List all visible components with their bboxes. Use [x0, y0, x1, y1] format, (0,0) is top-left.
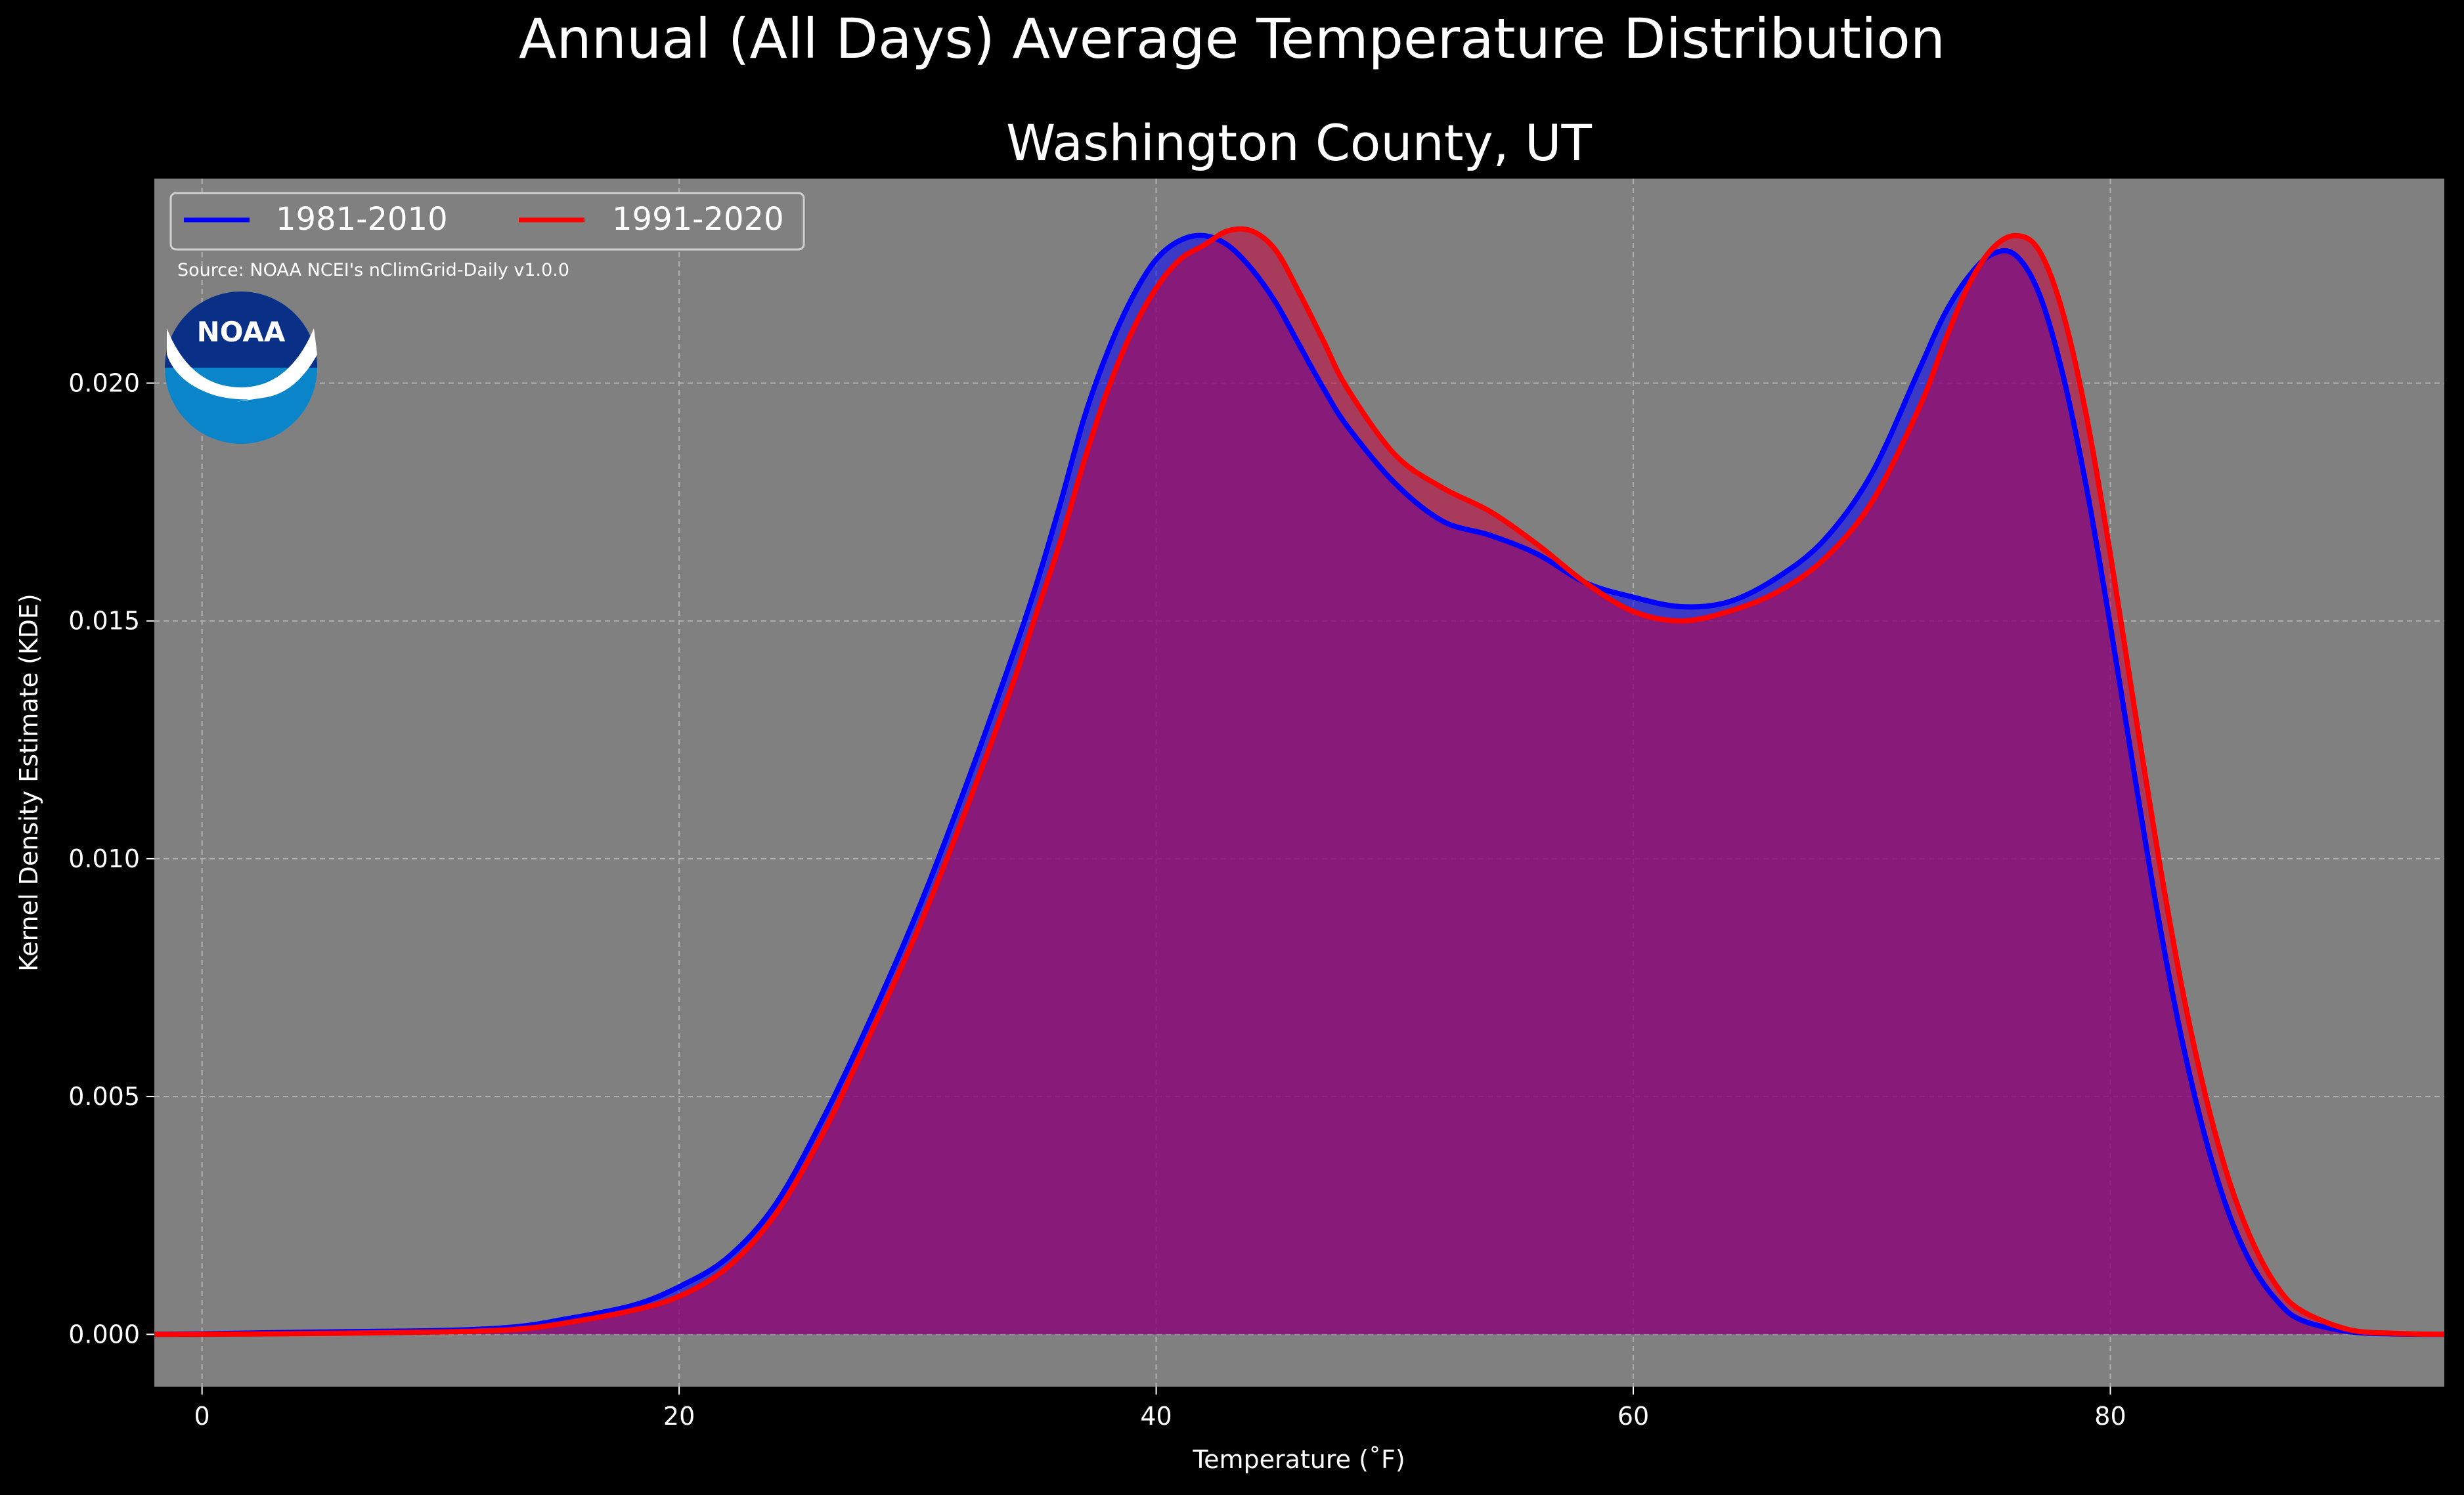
y-tick-label: 0.015 — [68, 607, 140, 636]
legend-label-1981-2010: 1981-2010 — [276, 201, 448, 238]
series-line-1991-2020 — [154, 226, 2445, 1337]
x-tick-label: 60 — [1617, 1402, 1649, 1431]
chart-subtitle: Washington County, UT — [1006, 114, 1592, 172]
y-tick-label: 0.010 — [68, 844, 140, 873]
x-axis-label: Temperature (˚F) — [1192, 1445, 1405, 1474]
logo-bird-icon — [167, 328, 317, 402]
y-tick-label: 0.005 — [68, 1082, 140, 1111]
x-tick-label: 80 — [2094, 1402, 2126, 1431]
source-note: Source: NOAA NCEI's nClimGrid-Daily v1.0… — [177, 260, 569, 280]
logo-text: NOAA — [197, 316, 286, 348]
chart-title: Annual (All Days) Average Temperature Di… — [519, 7, 1945, 71]
legend-label-1991-2020: 1991-2020 — [612, 201, 784, 238]
noaa-logo: NOAA — [165, 292, 317, 444]
logo-upper-half — [165, 292, 317, 368]
x-tick-label: 20 — [663, 1402, 695, 1431]
x-tick-label: 0 — [194, 1402, 210, 1431]
y-axis-label: Kernel Density Estimate (KDE) — [14, 594, 43, 972]
series-lines — [154, 226, 2445, 1337]
x-tick-label: 40 — [1140, 1402, 1172, 1431]
y-tick-label: 0.020 — [68, 368, 140, 397]
y-tick-label: 0.000 — [68, 1320, 140, 1349]
legend-box — [169, 192, 805, 251]
axes: 0 20 40 60 80 0.000 0.005 0.010 0.015 0.020 — [68, 368, 2126, 1431]
series-line-1981-2010 — [154, 232, 2445, 1337]
legend: 1981-2010 1991-2020 — [169, 192, 805, 251]
